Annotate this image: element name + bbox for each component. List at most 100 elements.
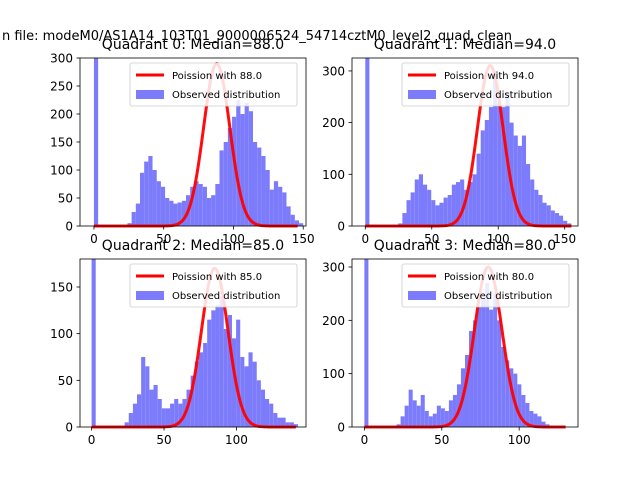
y-tick-label: 150	[50, 136, 73, 150]
histogram-bar	[550, 210, 555, 226]
histogram-bar	[145, 366, 150, 427]
y-tick-label: 100	[322, 367, 345, 381]
subplot-title: Quadrant 1: Median=94.0	[374, 37, 556, 53]
histogram-bar	[420, 395, 425, 427]
histogram-bar	[202, 186, 207, 226]
histogram-bar	[400, 416, 405, 427]
histogram-bar	[410, 192, 415, 226]
histogram-bar	[497, 320, 502, 427]
histogram-bar	[431, 200, 436, 226]
histogram-bar	[481, 299, 486, 427]
histogram-bar	[252, 361, 257, 427]
subplot-2: 0 50 100 0 50 100 150 Poission with 85.0 Observe…	[50, 238, 307, 447]
histogram-bar	[265, 170, 270, 226]
legend-box	[129, 62, 298, 107]
histogram-bar	[477, 307, 482, 427]
histogram-bar	[165, 198, 170, 226]
histogram-bar	[452, 395, 457, 427]
x-tick-label: 50	[424, 232, 439, 246]
histogram-bar	[206, 198, 212, 226]
histogram-bar	[364, 259, 369, 427]
histogram-bar	[211, 195, 216, 226]
x-tick-label: 150	[292, 232, 315, 246]
x-tick-label: 100	[508, 433, 531, 447]
histogram-bar	[269, 189, 274, 226]
histogram-bar	[137, 394, 142, 427]
histogram-bar	[285, 422, 290, 427]
histogram-bar	[281, 417, 286, 427]
histogram-bar	[468, 182, 473, 226]
x-tick-label: 0	[361, 433, 369, 447]
histogram-bar	[489, 309, 494, 427]
x-tick-label: 100	[225, 433, 248, 447]
y-tick-label: 0	[65, 421, 73, 435]
histogram-bar	[153, 385, 158, 427]
legend-box	[401, 62, 570, 107]
histogram-bar	[440, 408, 445, 427]
histogram-bar	[141, 357, 146, 427]
histogram-bar	[248, 352, 253, 427]
histogram-bar	[282, 192, 287, 226]
histogram-bar	[517, 145, 522, 226]
histogram-bar	[432, 413, 437, 427]
histogram-bar	[294, 220, 300, 226]
legend-histogram-swatch	[408, 291, 436, 300]
histogram-bar	[538, 194, 543, 226]
histogram-bar	[265, 399, 270, 427]
y-tick-label: 250	[50, 80, 73, 94]
histogram-bar	[148, 156, 153, 226]
histogram-bar	[269, 403, 274, 427]
histogram-bar	[416, 405, 421, 427]
histogram-bar	[488, 107, 494, 226]
histogram-bar	[436, 405, 441, 427]
histogram-bar	[517, 384, 522, 427]
x-tick-label: 0	[361, 232, 369, 246]
histogram-bar	[525, 403, 530, 427]
histogram-bar	[135, 203, 140, 226]
histogram-bar	[485, 283, 490, 427]
histogram-bar	[402, 213, 407, 226]
histogram-bar	[203, 343, 208, 427]
histogram-bar	[278, 186, 283, 226]
histogram-bar	[194, 181, 199, 226]
histogram-bar	[215, 305, 220, 427]
histogram-bar	[227, 315, 232, 427]
histogram-bar	[131, 212, 136, 226]
histogram-bar	[190, 186, 195, 226]
x-tick-label: 150	[553, 232, 576, 246]
histogram-bar	[526, 163, 531, 226]
histogram-bar	[418, 174, 423, 226]
histogram-bar	[533, 413, 538, 427]
histogram-bar	[290, 214, 295, 226]
legend-box	[401, 263, 570, 308]
y-tick-label: 200	[50, 108, 73, 122]
histogram-bar	[215, 184, 220, 226]
histogram-bar	[156, 181, 161, 226]
x-tick-label: 0	[90, 232, 98, 246]
histogram-bar	[444, 411, 449, 427]
histogram-bar	[546, 205, 551, 226]
histogram-bar	[365, 58, 370, 226]
histogram-bar	[223, 142, 228, 226]
histogram-bar	[261, 156, 266, 226]
histogram-bar	[406, 200, 411, 226]
y-tick-label: 0	[337, 220, 345, 234]
subplot-0: 0 50 100 150 0 50 100 150 200 250 300 Poission with…	[50, 37, 315, 246]
histogram-bar	[231, 338, 237, 427]
histogram-bar	[530, 179, 535, 226]
histogram-bar	[465, 355, 470, 427]
subplot-title: Quadrant 0: Median=88.0	[102, 37, 284, 53]
histogram-bar	[443, 197, 448, 226]
y-tick-label: 0	[337, 421, 345, 435]
histogram-bar	[521, 135, 527, 226]
histogram-bar	[501, 107, 506, 226]
y-tick-label: 300	[322, 64, 345, 78]
histogram-bar	[256, 380, 261, 427]
histogram-bar	[232, 116, 237, 226]
histogram-bar	[493, 293, 498, 427]
histogram-bar	[435, 205, 440, 226]
legend-box	[129, 263, 298, 308]
histogram-bar	[563, 220, 568, 226]
legend-histogram-swatch	[408, 90, 436, 99]
legend-histogram-swatch	[136, 291, 164, 300]
